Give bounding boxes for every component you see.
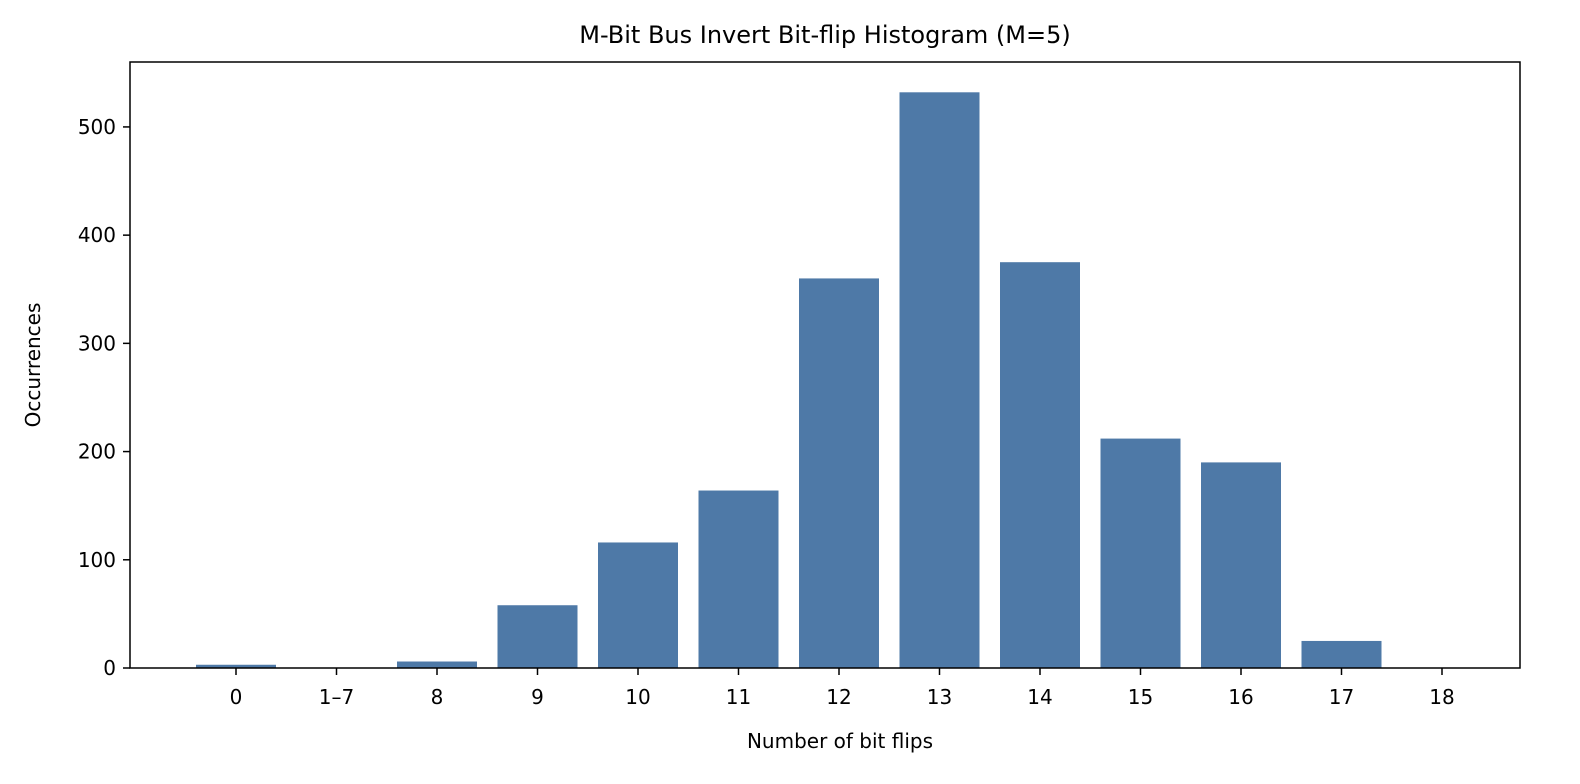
y-tick-label-1: 100: [78, 548, 116, 572]
bar-0: [196, 664, 276, 668]
chart-title: M-Bit Bus Invert Bit-flip Histogram (M=5…: [579, 21, 1070, 49]
x-tick-label-7: 13: [927, 685, 952, 709]
bar-6: [799, 278, 879, 668]
y-axis: 0 100 200 300 400 500: [78, 115, 130, 680]
x-tick-label-11: 17: [1329, 685, 1354, 709]
y-tick-label-0: 0: [103, 656, 116, 680]
x-tick-label-3: 9: [531, 685, 544, 709]
bar-4: [598, 542, 678, 668]
bar-8: [1000, 262, 1080, 668]
bars: [196, 92, 1382, 669]
x-tick-label-1: 1–7: [319, 685, 354, 709]
bar-10: [1201, 462, 1281, 668]
y-tick-label-3: 300: [78, 331, 116, 355]
x-tick-label-4: 10: [625, 685, 650, 709]
bar-3: [497, 605, 578, 668]
x-axis-label: Number of bit flips: [747, 729, 933, 753]
x-tick-label-0: 0: [230, 685, 243, 709]
bar-2: [397, 661, 477, 668]
plot-frame: [129, 61, 1521, 669]
bar-9: [1100, 438, 1181, 668]
x-tick-label-9: 15: [1128, 685, 1153, 709]
x-tick-label-12: 18: [1429, 685, 1454, 709]
y-tick-label-5: 500: [78, 115, 116, 139]
bar-11: [1301, 640, 1382, 668]
y-tick-label-2: 200: [78, 440, 116, 464]
x-tick-label-10: 16: [1228, 685, 1253, 709]
x-tick-label-2: 8: [431, 685, 444, 709]
x-axis: 0 1–7 8 9 10 11 12 13 14 15 16 17 18: [230, 668, 1455, 709]
x-tick-label-8: 14: [1027, 685, 1052, 709]
bar-5: [698, 490, 779, 668]
bar-7: [899, 92, 980, 669]
y-axis-label: Occurrences: [21, 303, 45, 428]
y-tick-label-4: 400: [78, 223, 116, 247]
x-tick-label-6: 12: [826, 685, 851, 709]
x-tick-label-5: 11: [726, 685, 751, 709]
